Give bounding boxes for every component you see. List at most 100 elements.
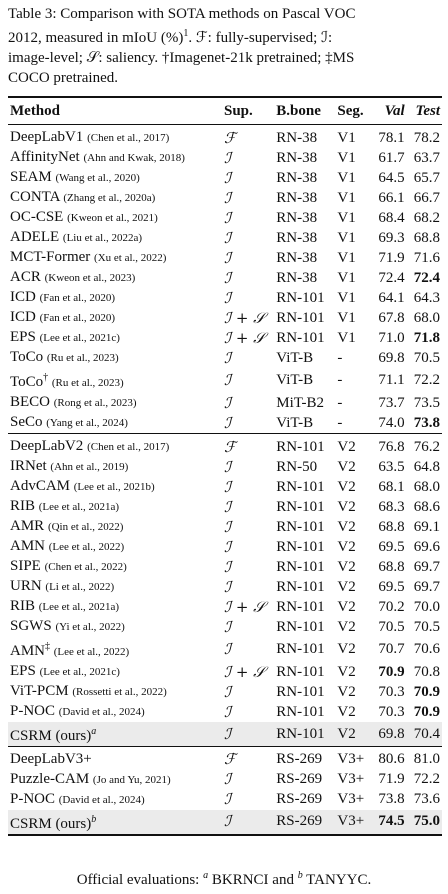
seg-cell: V2: [337, 538, 356, 555]
val-cell: 78.1: [378, 129, 405, 146]
supervision-cell: ℐ: [224, 537, 232, 556]
backbone-cell: RN-101: [276, 578, 325, 595]
val-cell: 70.9: [378, 663, 405, 680]
seg-cell: V1: [337, 329, 356, 346]
supervision-cell: ℐ: [224, 477, 232, 496]
seg-cell: V2: [335, 722, 372, 747]
test-cell: 64.8: [413, 458, 440, 475]
method-name: ICD: [10, 309, 36, 325]
table-row: ICD (Fan et al., 2020) ℐ RN-101 V1 64.1 64.3: [8, 288, 442, 308]
method-citation: (Lee et al., 2021a): [38, 601, 120, 613]
supervision-cell: ℐ: [224, 348, 232, 367]
method-name: AffinityNet: [10, 149, 80, 165]
method-citation: (David et al., 2024): [58, 793, 145, 806]
test-cell: 69.7: [413, 578, 440, 595]
table-row: CONTA (Zhang et al., 2020a) ℐ RN-38 V1 66.1 6…: [8, 188, 442, 208]
backbone-cell: RN-38: [276, 249, 318, 266]
backbone-cell: RN-101: [276, 683, 325, 700]
method-citation: (Fan et al., 2020): [39, 312, 116, 324]
method-name: AdvCAM: [10, 478, 71, 494]
supervision-cell: ℐ + 𝒮: [224, 662, 265, 681]
method-name: RIB: [10, 598, 36, 614]
table-section: DeepLabV3+ ℱ RS-269 V3+ 80.6 81.0 Puzzle-CAM (…: [8, 747, 442, 835]
seg-cell: V1: [337, 249, 356, 266]
table-section: DeepLabV2 (Chen et al., 2017) ℱ RN-101 V2 76…: [8, 434, 442, 747]
test-cell: 64.3: [413, 289, 440, 306]
supervision-cell: ℐ: [224, 288, 232, 307]
val-cell: 69.3: [378, 229, 405, 246]
method-citation: (Ahn et al., 2019): [50, 461, 129, 473]
test-cell: 68.6: [413, 498, 440, 515]
header-method: Method: [10, 102, 60, 119]
supervision-cell: ℐ: [224, 770, 232, 789]
footnote-prefix: Official evaluations:: [76, 872, 204, 888]
table-section: DeepLabV1 (Chen et al., 2017) ℱ RN-38 V1 78.…: [8, 125, 442, 434]
method-name: EPS: [10, 329, 36, 345]
backbone-cell: RN-101: [276, 438, 325, 455]
table-row: MCT-Former (Xu et al., 2022) ℐ RN-38 V1 71.9…: [8, 248, 442, 268]
test-cell: 70.6: [413, 641, 440, 657]
supervision-cell: ℱ: [224, 437, 236, 456]
method-cell: IRNet (Ahn et al., 2019): [8, 457, 222, 477]
table-row: ICD (Fan et al., 2020) ℐ + 𝒮 RN-101 V1 67.8 6…: [8, 308, 442, 328]
supervision-cell: ℐ: [224, 168, 232, 187]
seg-cell: -: [337, 372, 343, 388]
table-row: OC-CSE (Kweon et al., 2021) ℐ RN-38 V1 68.4 6…: [8, 208, 442, 228]
val-cell: 63.5: [378, 458, 405, 475]
table-row: EPS (Lee et al., 2021c) ℐ + 𝒮 RN-101 V2 70.9…: [8, 662, 442, 682]
method-cell: MCT-Former (Xu et al., 2022): [8, 248, 222, 268]
method-cell: ICD (Fan et al., 2020): [8, 308, 222, 328]
method-name: MCT-Former: [10, 249, 91, 265]
seg-cell: V1: [337, 229, 356, 246]
header-test: Test: [415, 102, 440, 119]
method-name: ToCo: [10, 349, 44, 365]
val-cell: 70.2: [378, 598, 405, 615]
method-cell: P-NOC (David et al., 2024): [8, 790, 222, 810]
val-cell: 66.1: [378, 189, 405, 206]
backbone-cell: RN-38: [276, 169, 318, 186]
header-val: Val: [384, 102, 405, 119]
test-cell: 76.2: [413, 438, 440, 455]
header-backbone: B.bone: [276, 102, 321, 119]
method-mark: ‡: [45, 641, 51, 652]
val-cell: 68.3: [378, 498, 405, 515]
method-cell: AdvCAM (Lee et al., 2021b): [8, 477, 222, 497]
method-cell: OC-CSE (Kweon et al., 2021): [8, 208, 222, 228]
method-name: CONTA: [10, 189, 60, 205]
seg-cell: V1: [337, 129, 356, 146]
method-citation: (Ru et al., 2023): [46, 352, 119, 364]
test-cell: 75.0: [406, 809, 442, 835]
method-cell: AMN‡ (Lee et al., 2022): [8, 637, 222, 662]
method-name: URN: [10, 578, 42, 594]
method-citation: (Yang et al., 2024): [46, 417, 128, 429]
backbone-cell: RN-101: [276, 518, 325, 535]
seg-cell: V2: [337, 618, 356, 635]
val-cell: 69.5: [378, 578, 405, 595]
test-cell: 69.6: [413, 538, 440, 555]
method-name: ICD: [10, 289, 36, 305]
method-name: CSRM (ours): [10, 815, 92, 832]
test-cell: 70.5: [413, 349, 440, 366]
val-cell: 70.5: [378, 618, 405, 635]
test-cell: 68.8: [413, 229, 440, 246]
method-name: RIB: [10, 498, 36, 514]
val-cell: 70.3: [378, 683, 405, 700]
backbone-cell: RN-101: [276, 478, 325, 495]
supervision-cell: ℐ: [224, 393, 232, 412]
seg-cell: -: [337, 349, 343, 366]
val-cell: 64.1: [378, 289, 405, 306]
table-row: CSRM (ours)b ℐ RS-269 V3+ 74.5 75.0: [8, 809, 442, 835]
table-row: AffinityNet (Ahn and Kwak, 2018) ℐ RN-38 V1…: [8, 148, 442, 168]
footnote-mark-b: b: [297, 870, 303, 881]
method-citation: (Kweon et al., 2021): [67, 212, 158, 224]
backbone-cell: RN-101: [276, 289, 325, 306]
method-name: AMN: [10, 643, 46, 659]
backbone-cell: ViT-B: [276, 349, 314, 366]
supervision-cell: ℱ: [224, 750, 236, 769]
method-name: ViT-PCM: [10, 683, 69, 699]
seg-cell: -: [337, 394, 343, 411]
supervision-cell: ℐ: [224, 557, 232, 576]
method-cell: URN (Li et al., 2022): [8, 577, 222, 597]
seg-cell: V2: [337, 578, 356, 595]
seg-cell: V2: [337, 558, 356, 575]
